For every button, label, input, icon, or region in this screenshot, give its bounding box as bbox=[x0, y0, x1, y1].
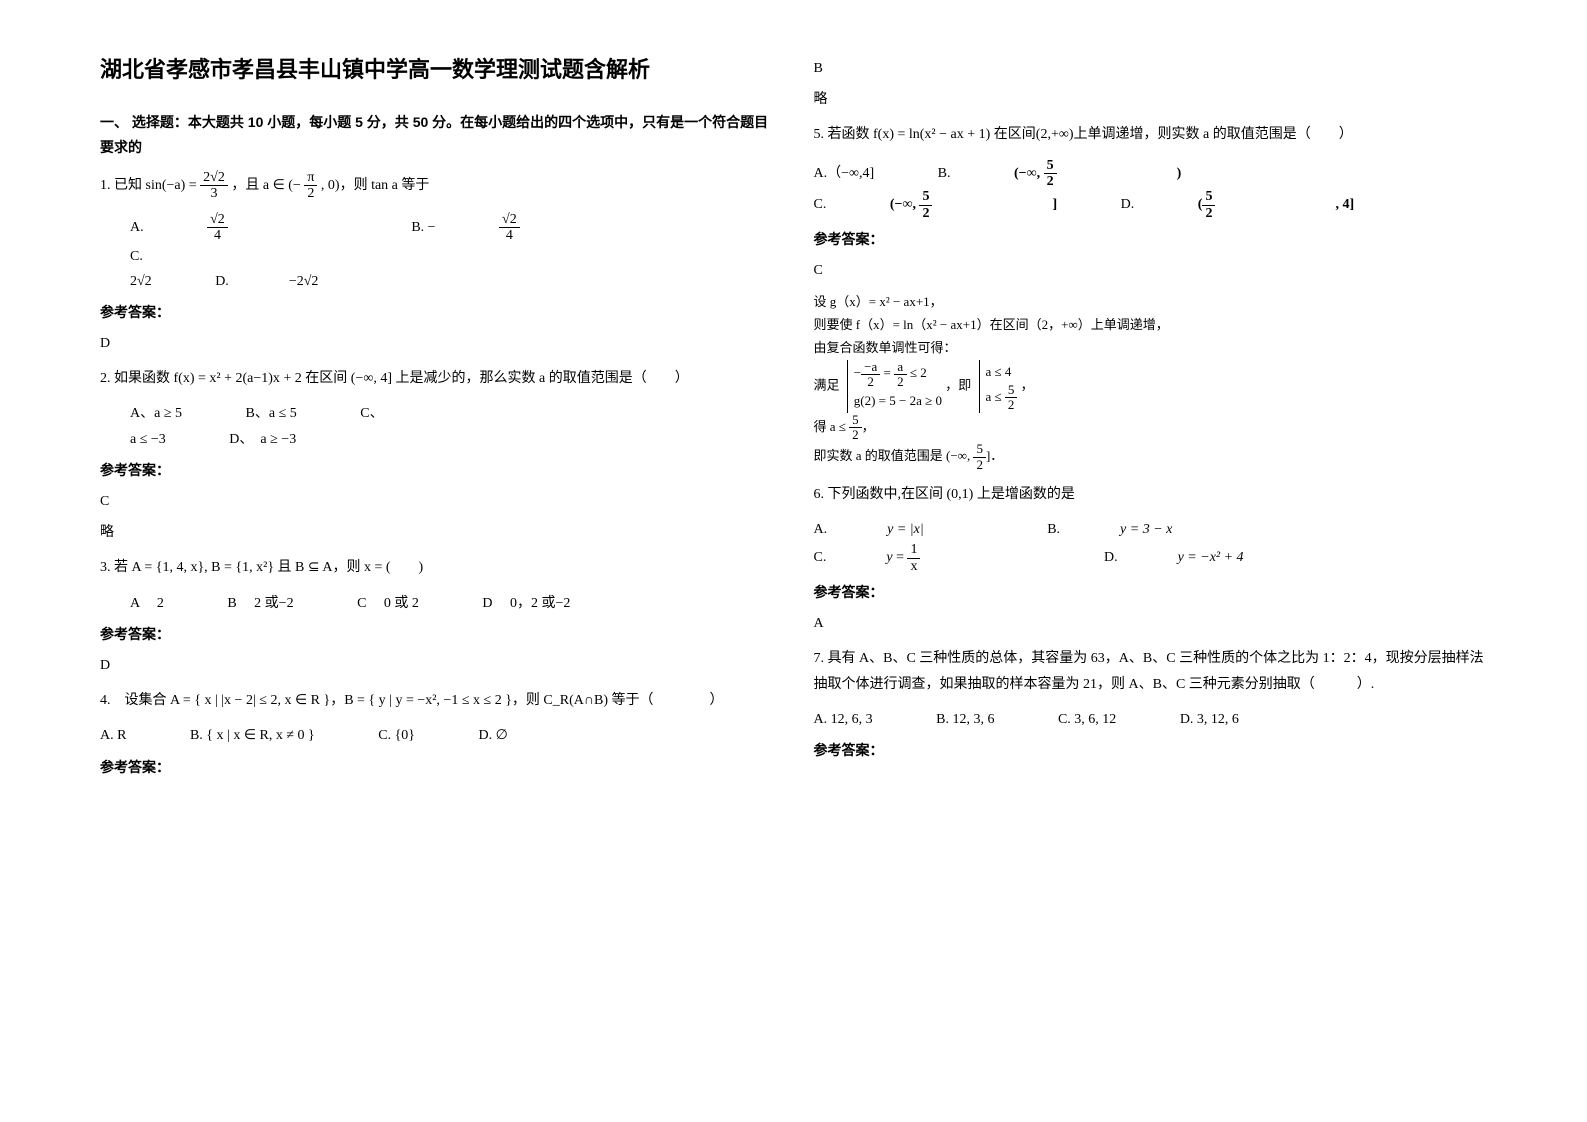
q3-opt-b: B 2 或−2 bbox=[227, 591, 293, 616]
question-5: 5. 若函数 f(x) = ln(x² − ax + 1) 在区间(2,+∞)上… bbox=[814, 122, 1488, 147]
q6-opt-c-pre: C. bbox=[814, 545, 827, 570]
q1-frac2-num: π bbox=[304, 170, 317, 186]
q2-answer: C bbox=[100, 489, 774, 514]
q3-answer: D bbox=[100, 653, 774, 678]
q5-answer: C bbox=[814, 258, 1488, 283]
q1-stem-c: , 0)，则 tan a 等于 bbox=[321, 178, 429, 193]
answer-label: 参考答案： bbox=[100, 458, 774, 483]
q6-opt-a-val: y = |x| bbox=[887, 517, 924, 542]
q2-opt-b: B、a ≤ 5 bbox=[246, 401, 297, 426]
q1-frac1-den: 3 bbox=[200, 186, 228, 201]
q5-sol-4: 满足 bbox=[814, 377, 840, 392]
q4-opt-d: D. ∅ bbox=[479, 723, 508, 748]
q1-frac1-num: 2√2 bbox=[200, 170, 228, 186]
q7-opt-b: B. 12, 3, 6 bbox=[936, 707, 994, 732]
q2-opt-d: D、 a ≥ −3 bbox=[229, 427, 296, 452]
answer-label: 参考答案： bbox=[100, 755, 774, 780]
q1-opt-a-label: A. bbox=[130, 215, 144, 240]
q2-opt-c: C、 bbox=[360, 401, 383, 426]
q4-opt-a: A. R bbox=[100, 723, 126, 748]
question-4: 4. 设集合 A = { x | |x − 2| ≤ 2, x ∈ R }，B … bbox=[100, 688, 774, 713]
question-1: 1. 已知 sin(−a) = 2√23 ，且 a ∈ (− π2 , 0)，则… bbox=[100, 170, 774, 202]
q1-opt-c-label: C. bbox=[130, 244, 143, 269]
q1-opt-a-num: √2 bbox=[207, 212, 228, 228]
q1-opt-c-val: 2√2 bbox=[130, 269, 152, 294]
q1-stem-a: 1. 已知 sin(−a) = bbox=[100, 178, 200, 193]
question-7: 7. 具有 A、B、C 三种性质的总体，其容量为 63，A、B、C 三种性质的个… bbox=[814, 646, 1488, 696]
question-3: 3. 若 A = {1, 4, x}, B = {1, x²} 且 B ⊆ A，… bbox=[100, 555, 774, 580]
q6-opt-d-pre: D. bbox=[1104, 545, 1118, 570]
q5-opt-a: A.（−∞,4] bbox=[814, 161, 875, 186]
q6-opt-c-num: 1 bbox=[907, 542, 920, 558]
q4-opt-b: B. { x | x ∈ R, x ≠ 0 } bbox=[190, 723, 315, 748]
q7-opt-a: A. 12, 6, 3 bbox=[814, 707, 873, 732]
q1-answer: D bbox=[100, 331, 774, 356]
q7-opt-d: D. 3, 12, 6 bbox=[1180, 707, 1239, 732]
q1-opt-d-val: −2√2 bbox=[289, 269, 319, 294]
answer-label: 参考答案： bbox=[814, 580, 1488, 605]
q2-brief: 略 bbox=[100, 520, 774, 545]
q2-opt-a: A、a ≥ 5 bbox=[130, 401, 182, 426]
answer-label: 参考答案： bbox=[814, 738, 1488, 763]
page-title: 湖北省孝感市孝昌县丰山镇中学高一数学理测试题含解析 bbox=[100, 50, 774, 90]
q5-sol-2: 则要使 f（x）= ln（x² − ax+1）在区间（2，+∞）上单调递增， bbox=[814, 313, 1488, 336]
q7-opt-c: C. 3, 6, 12 bbox=[1058, 707, 1116, 732]
q6-opt-a-pre: A. bbox=[814, 517, 828, 542]
question-6: 6. 下列函数中,在区间 (0,1) 上是增函数的是 bbox=[814, 482, 1488, 507]
q3-opt-a: A 2 bbox=[130, 591, 164, 616]
q6-opt-d-val: y = −x² + 4 bbox=[1178, 545, 1244, 570]
question-2: 2. 如果函数 f(x) = x² + 2(a−1)x + 2 在区间 (−∞,… bbox=[100, 366, 774, 391]
q5-opt-d-pre: D. bbox=[1121, 192, 1135, 217]
q1-opt-d-label: D. bbox=[215, 269, 229, 294]
q5-sol-3: 由复合函数单调性可得： bbox=[814, 336, 1488, 359]
section-heading: 一、 选择题：本大题共 10 小题，每小题 5 分，共 50 分。在每小题给出的… bbox=[100, 110, 774, 160]
q2-opt-c2: a ≤ −3 bbox=[130, 427, 166, 452]
q3-opt-d: D 0，2 或−2 bbox=[482, 591, 570, 616]
q5-opt-b-pre: B. bbox=[938, 161, 951, 186]
answer-label: 参考答案： bbox=[100, 622, 774, 647]
q1-opt-b-num: √2 bbox=[499, 212, 520, 228]
q4-opt-c: C. {0} bbox=[378, 723, 415, 748]
q1-opt-b-label: B. − bbox=[411, 215, 435, 240]
q6-opt-b-val: y = 3 − x bbox=[1120, 517, 1172, 542]
q4-answer: B bbox=[814, 56, 1488, 81]
q1-stem-b: ，且 a ∈ (− bbox=[231, 178, 300, 193]
answer-label: 参考答案： bbox=[100, 300, 774, 325]
q3-opt-c: C 0 或 2 bbox=[357, 591, 419, 616]
q6-answer: A bbox=[814, 611, 1488, 636]
q5-sol-1: 设 g（x）= x² − ax+1， bbox=[814, 290, 1488, 313]
q1-opt-b-den: 4 bbox=[499, 228, 520, 243]
answer-label: 参考答案： bbox=[814, 227, 1488, 252]
q6-opt-b-pre: B. bbox=[1047, 517, 1060, 542]
q6-opt-c-den: x bbox=[907, 559, 920, 574]
q1-frac2-den: 2 bbox=[304, 186, 317, 201]
q5-opt-c-pre: C. bbox=[814, 192, 827, 217]
q4-brief: 略 bbox=[814, 87, 1488, 112]
q1-opt-a-den: 4 bbox=[207, 228, 228, 243]
